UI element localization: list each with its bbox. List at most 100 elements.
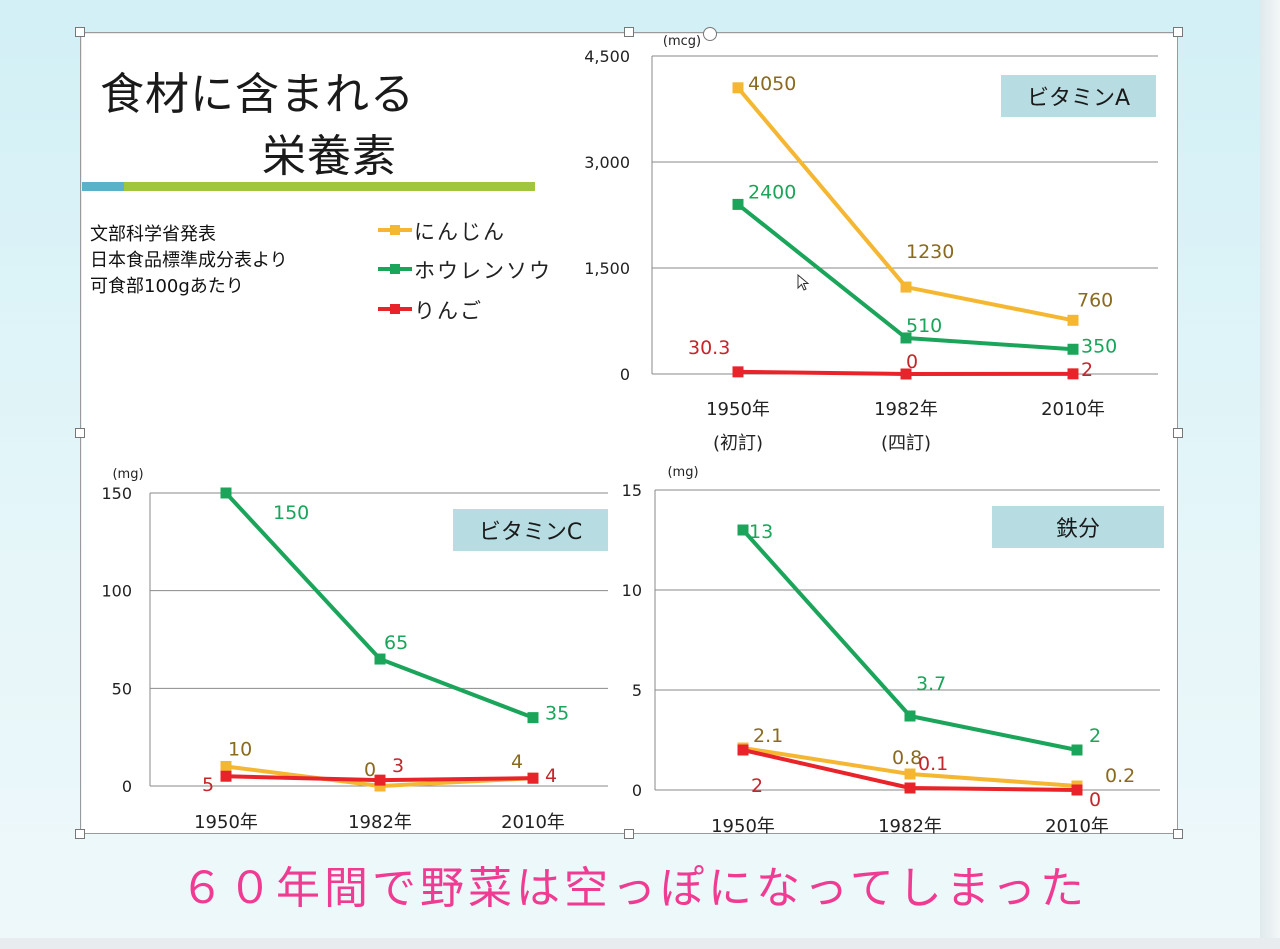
resize-handle-top-left[interactable] [75,27,85,37]
vitamin-a-data-label-apple: 30.3 [688,337,730,359]
vitamin-a-data-label-carrot: 760 [1077,289,1113,311]
resize-handle-bottom[interactable] [624,829,634,839]
vitamin-c-data-label-carrot: 4 [511,751,523,773]
resize-handle-top-right[interactable] [1173,27,1183,37]
vitamin-a-data-label-spinach: 350 [1081,335,1117,357]
legend-label-spinach: ホウレンソウ [414,259,552,283]
vitamin-c-data-label-carrot: 0 [364,759,376,781]
vitamin-c-marker-apple [374,774,386,786]
vitamin-a-marker-apple [1067,368,1079,380]
vitamin-c-data-label-spinach: 150 [273,502,309,524]
vitamin-a-unit-label: (mcg) [663,34,701,49]
vitamin-c-marker-apple [220,770,232,782]
vitamin-c-marker-spinach [527,712,539,724]
iron-data-label-spinach: 2 [1089,725,1101,747]
vitamin-a-data-label-carrot: 4050 [748,73,796,95]
vitamin-c-data-label-apple: 4 [545,765,557,787]
resize-handle-bottom-left[interactable] [75,829,85,839]
iron-marker-apple [904,782,916,794]
vitamin-c-marker-spinach [220,487,232,499]
source-line-table: 日本食品標準成分表より [90,250,288,271]
vitamin-a-marker-carrot [900,281,912,293]
iron-ytick-label: 10 [622,581,642,600]
iron-ytick-label: 5 [632,681,642,700]
slide-canvas[interactable] [82,34,1178,834]
vitamin-c-ytick-label: 0 [122,777,132,796]
iron-data-label-spinach: 3.7 [916,673,946,695]
slide-title-line2: 栄養素 [262,131,397,182]
vitamin-c-category-label: 1950年 [194,812,258,833]
source-line-ministry: 文部科学省発表 [90,224,216,245]
window-scroll-edge [1260,0,1280,949]
iron-data-label-carrot: 0.8 [892,747,922,769]
vitamin-a-data-label-carrot: 1230 [906,241,954,263]
vitamin-c-category-label: 2010年 [501,812,565,833]
vitamin-a-category-sublabel: (四訂) [881,433,931,454]
legend-swatch-carrot [378,225,412,235]
vitamin-a-ytick-label: 3,000 [584,153,630,172]
vitamin-a-marker-apple [732,366,744,378]
vitamin-a-ytick-label: 0 [620,365,630,384]
vitamin-a-marker-carrot [732,82,744,94]
vitamin-c-category-label: 1982年 [348,812,412,833]
mouse-pointer-icon [797,274,810,291]
legend-swatch-spinach [378,264,412,274]
slide-caption: ６０年間で野菜は空っぽになってしまった [180,863,1089,914]
resize-handle-left[interactable] [75,428,85,438]
vitamin-c-data-label-apple: 5 [202,774,214,796]
vitamin-c-data-label-spinach: 35 [545,703,569,725]
iron-data-label-carrot: 2.1 [753,725,783,747]
vitamin-c-ytick-label: 100 [101,582,132,601]
vitamin-a-data-label-spinach: 2400 [748,181,796,203]
iron-marker-apple [1071,784,1083,796]
iron-ytick-label: 15 [622,481,642,500]
slide-title-line1: 食材に含まれる [100,69,415,120]
vitamin-c-marker-apple [527,772,539,784]
resize-handle-top[interactable] [624,27,634,37]
vitamin-a-marker-carrot [1067,314,1079,326]
vitamin-a-ytick-label: 1,500 [584,259,630,278]
iron-data-label-spinach: 13 [749,521,773,543]
iron-data-label-carrot: 0.2 [1105,765,1135,787]
vitamin-a-ytick-label: 4,500 [584,47,630,66]
vitamin-c-ytick-label: 50 [112,679,132,698]
iron-ytick-label: 0 [632,781,642,800]
iron-marker-spinach [1071,744,1083,756]
badge-iron: 鉄分 [992,506,1164,548]
window-bottom-edge [0,938,1280,949]
title-underline [124,182,535,191]
vitamin-c-data-label-spinach: 65 [384,632,408,654]
iron-data-label-apple: 0.1 [918,753,948,775]
vitamin-c-data-label-apple: 3 [392,755,404,777]
iron-marker-apple [737,744,749,756]
vitamin-c-marker-spinach [374,653,386,665]
vitamin-c-unit-label: (mg) [112,467,143,482]
iron-category-label: 1950年 [711,816,775,837]
vitamin-c-data-label-carrot: 10 [228,738,252,760]
iron-marker-carrot [904,768,916,780]
iron-data-label-apple: 0 [1089,789,1101,811]
vitamin-a-category-label: 1950年 [706,399,770,420]
title-underline-accent [82,182,124,191]
iron-category-label: 2010年 [1045,816,1109,837]
iron-unit-label: (mg) [667,465,698,480]
legend-label-apple: りんご [414,299,483,323]
vitamin-c-ytick-label: 150 [101,484,132,503]
vitamin-a-marker-apple [900,368,912,380]
vitamin-a-data-label-spinach: 510 [906,315,942,337]
iron-marker-spinach [904,710,916,722]
vitamin-a-marker-spinach [1067,343,1079,355]
badge-vitamin-a: ビタミンA [1001,75,1156,117]
vitamin-a-category-label: 1982年 [874,399,938,420]
vitamin-c-marker-carrot [374,780,386,792]
vitamin-a-marker-spinach [900,332,912,344]
iron-category-label: 1982年 [878,816,942,837]
resize-handle-bottom-right[interactable] [1173,829,1183,839]
vitamin-a-data-label-apple: 0 [906,351,918,373]
legend-swatch-apple [378,304,412,314]
iron-data-label-apple: 2 [751,775,763,797]
badge-vitamin-c: ビタミンC [453,509,608,551]
resize-handle-right[interactable] [1173,428,1183,438]
legend-label-carrot: にんじん [414,220,506,244]
